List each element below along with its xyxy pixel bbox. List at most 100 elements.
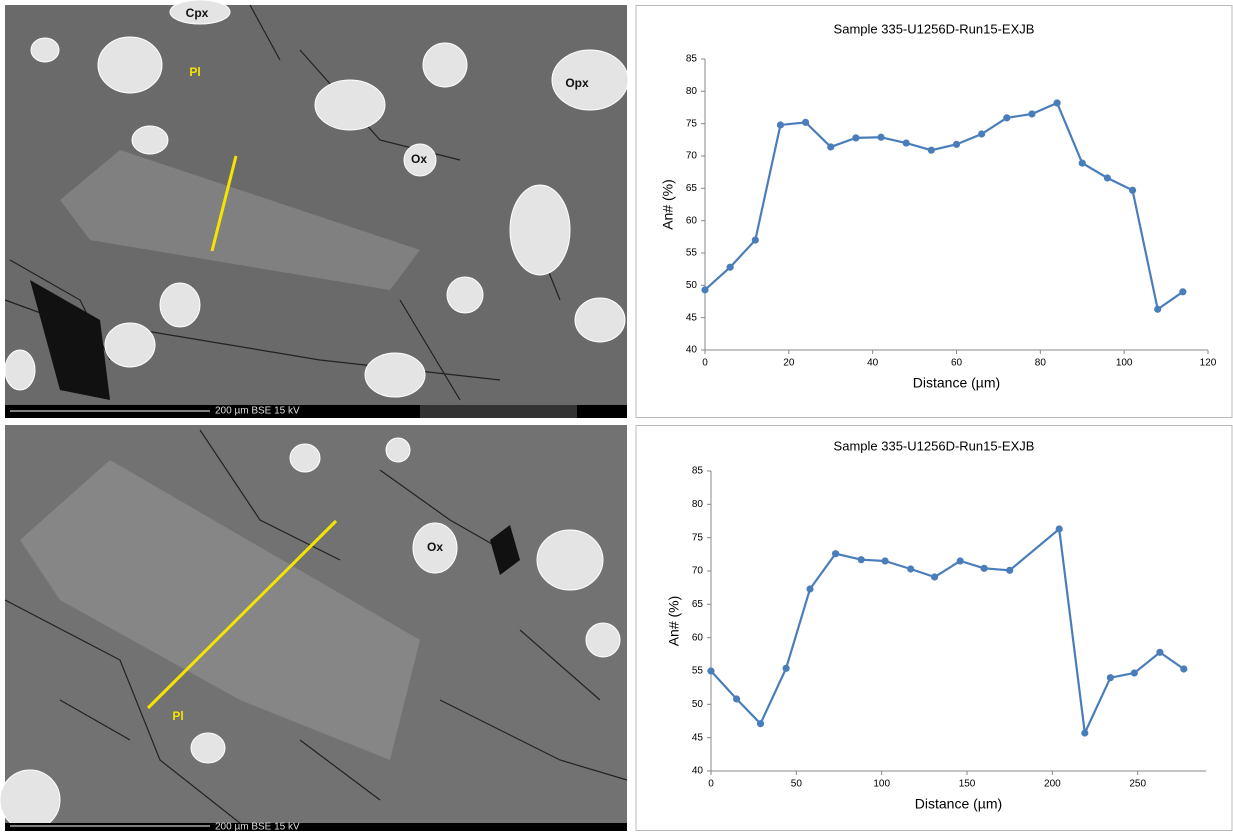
x-tick-label: 20 — [783, 358, 795, 369]
mineral-label: Pl — [172, 709, 183, 723]
y-tick-label: 55 — [686, 248, 698, 259]
data-point — [1028, 110, 1035, 117]
data-point — [953, 141, 960, 148]
data-point — [1003, 114, 1010, 121]
data-point — [1154, 306, 1161, 313]
y-tick-label: 65 — [692, 599, 704, 610]
x-axis-title: Distance (µm) — [913, 375, 1000, 391]
scale-bar-strip — [5, 823, 627, 831]
page: Cpx Pl Opx Ox 200 µm BSE 15 kV Ox Pl 200… — [0, 0, 1233, 831]
data-point — [931, 573, 938, 580]
data-point — [777, 121, 784, 128]
x-tick-label: 80 — [1035, 358, 1047, 369]
mineral-grain — [160, 283, 200, 327]
mineral-grain — [510, 185, 570, 275]
mineral-grain — [290, 444, 320, 472]
x-tick-label: 250 — [1129, 779, 1146, 790]
figure: Cpx Pl Opx Ox 200 µm BSE 15 kV Ox Pl 200… — [0, 0, 1233, 831]
mineral-grain — [31, 38, 59, 62]
data-point — [1056, 525, 1063, 532]
mineral-label: Ox — [427, 540, 443, 554]
x-tick-label: 50 — [791, 779, 803, 790]
y-tick-label: 40 — [692, 766, 704, 777]
data-point — [707, 667, 714, 674]
x-tick-label: 40 — [867, 358, 879, 369]
data-point — [1156, 649, 1163, 656]
mineral-label: Ox — [411, 152, 427, 166]
data-point — [1079, 160, 1086, 167]
y-tick-label: 45 — [686, 312, 698, 323]
mineral-grain — [98, 37, 162, 93]
mineral-grain — [132, 126, 168, 154]
mineral-grain — [386, 438, 410, 462]
data-point — [852, 134, 859, 141]
data-point — [827, 143, 834, 150]
data-point — [733, 695, 740, 702]
data-point — [903, 139, 910, 146]
mineral-label: Opx — [565, 76, 589, 90]
y-axis-title: An# (%) — [666, 596, 682, 647]
y-tick-label: 45 — [692, 732, 704, 743]
mineral-grain — [191, 733, 225, 763]
mineral-grain — [552, 50, 628, 110]
data-point — [928, 147, 935, 154]
mineral-grain — [365, 353, 425, 397]
y-tick-label: 50 — [686, 280, 698, 291]
x-tick-label: 120 — [1200, 358, 1217, 369]
data-point — [783, 665, 790, 672]
y-tick-label: 80 — [686, 86, 698, 97]
scale-text: 200 µm BSE 15 kV — [215, 406, 300, 417]
x-tick-label: 0 — [702, 358, 708, 369]
mineral-grain — [5, 350, 35, 390]
data-point — [957, 557, 964, 564]
mineral-grain — [423, 43, 467, 87]
y-tick-label: 75 — [692, 532, 704, 543]
y-tick-label: 85 — [686, 54, 698, 65]
data-point — [727, 264, 734, 271]
mineral-grain — [575, 298, 625, 342]
y-tick-label: 40 — [686, 345, 698, 356]
data-point — [907, 565, 914, 572]
data-point — [1054, 99, 1061, 106]
data-point — [1179, 288, 1186, 295]
data-point — [832, 550, 839, 557]
data-point — [1107, 674, 1114, 681]
mineral-grain — [105, 323, 155, 367]
chart-title: Sample 335-U1256D-Run15-EXJB — [834, 21, 1035, 36]
mineral-grain — [315, 80, 385, 130]
x-axis-title: Distance (µm) — [915, 796, 1002, 812]
data-point — [981, 565, 988, 572]
x-tick-label: 60 — [951, 358, 963, 369]
y-tick-label: 60 — [686, 215, 698, 226]
chart-panel — [636, 6, 1232, 418]
y-tick-label: 65 — [686, 183, 698, 194]
data-point — [1006, 567, 1013, 574]
bse-image: Cpx Pl Opx Ox 200 µm BSE 15 kV — [5, 0, 628, 418]
data-point — [802, 119, 809, 126]
y-tick-label: 50 — [692, 699, 704, 710]
mineral-label: Cpx — [186, 6, 209, 20]
data-point — [978, 130, 985, 137]
y-tick-label: 55 — [692, 666, 704, 677]
y-tick-label: 70 — [686, 151, 698, 162]
data-point — [882, 557, 889, 564]
y-tick-label: 60 — [692, 632, 704, 643]
mineral-grain — [537, 530, 603, 590]
data-point — [1180, 665, 1187, 672]
y-tick-label: 80 — [692, 499, 704, 510]
mineral-grain — [0, 770, 60, 830]
mineral-label: Pl — [189, 65, 200, 79]
chart-panel — [636, 426, 1232, 831]
data-point — [752, 236, 759, 243]
data-point — [701, 286, 708, 293]
scale-box — [420, 405, 577, 418]
data-point — [1104, 174, 1111, 181]
x-tick-label: 100 — [873, 779, 890, 790]
data-point — [1081, 729, 1088, 736]
data-point — [806, 585, 813, 592]
data-point — [1131, 669, 1138, 676]
mineral-grain — [586, 623, 620, 657]
y-axis-title: An# (%) — [660, 179, 676, 230]
data-point — [858, 556, 865, 563]
x-tick-label: 200 — [1044, 779, 1061, 790]
